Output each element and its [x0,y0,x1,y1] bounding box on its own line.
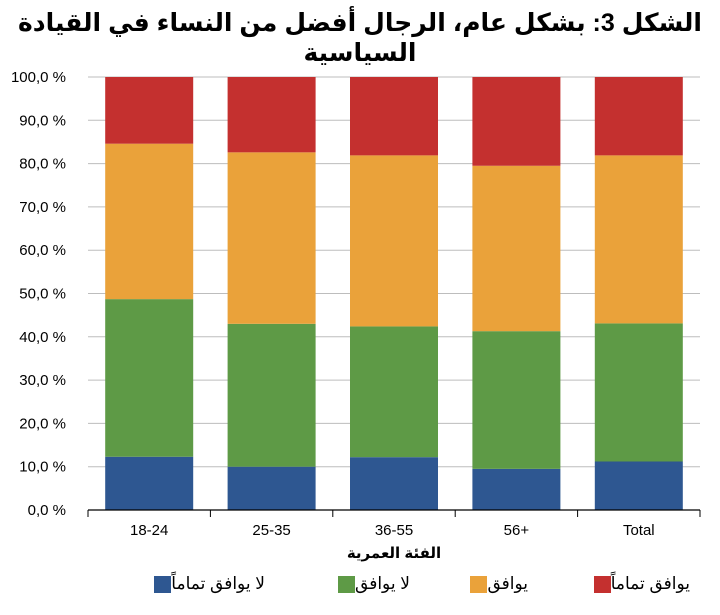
bar-segment-Total-s1 [594,323,683,462]
bar-segment-2535-s2 [227,152,316,324]
x-tick-label: 18-24 [130,522,168,539]
bar-segment-56-s0 [472,468,561,510]
legend-swatch [470,575,488,593]
legend-swatch [338,575,356,593]
bar-segment-Total-s0 [594,461,683,510]
legend-swatch [593,575,611,593]
legend-label: لا يوافق [355,574,410,593]
y-tick-label: 20,0 % [19,415,66,432]
bar-segment-2535-s1 [227,323,316,467]
bar-segment-3655-s3 [350,77,438,156]
bar-segment-3655-s2 [350,155,438,327]
y-tick-label: 60,0 % [19,242,66,259]
y-tick-label: 50,0 % [19,286,66,303]
y-tick-label: 80,0 % [19,156,66,173]
x-tick-label: 25-35 [252,522,290,539]
bar-segment-56-s1 [472,331,561,469]
bar-segment-1824-s0 [105,456,194,510]
legend-item: يوافق [460,574,528,594]
bar-segment-3655-s1 [350,326,438,458]
legend-label: لا يوافق تماماً [171,574,265,593]
bar-segment-56-s2 [472,165,561,332]
legend: يوافق تماماً يوافق لا يوافق لا يوافق تماماً [0,574,720,604]
bar-segment-2535-s3 [227,77,316,153]
y-tick-label: 10,0 % [19,459,66,476]
y-tick-label: 70,0 % [19,199,66,216]
axes: 0,0 % 10,0 % 20,0 % 30,0 % 40,0 % 50,0 % 60,0 … [11,69,701,562]
y-tick-label: 90,0 % [19,112,66,129]
legend-item: لا يوافق تماماً [144,574,265,594]
legend-label: يوافق تماماً [610,574,690,593]
bar-segment-Total-s3 [594,77,683,156]
x-tick-label: Total [623,522,655,539]
chart-title: الشكل 3: بشكل عام، الرجال أفضل من النساء… [18,9,702,67]
x-tick-label: 36-55 [375,522,413,539]
legend-item: يوافق تماماً [584,574,690,594]
y-tick-label: 30,0 % [19,372,66,389]
x-tick-label: 56+ [504,522,530,539]
bar-segment-3655-s0 [350,457,438,510]
y-tick-label: 0,0 % [28,502,66,519]
y-tick-label: 40,0 % [19,329,66,346]
legend-item: لا يوافق [328,574,410,594]
y-tick-label: 100,0 % [11,69,66,86]
x-axis-label: الفئة العمرية [347,545,441,562]
bar-segment-1824-s2 [105,143,194,300]
bar-segment-2535-s0 [227,466,316,510]
bar-segment-Total-s2 [594,155,683,324]
bar-segment-1824-s3 [105,77,194,144]
bar-segment-56-s3 [472,77,561,166]
legend-swatch [154,575,172,593]
bar-segment-1824-s1 [105,299,194,457]
legend-label: يوافق [487,574,528,593]
bars [105,77,683,510]
